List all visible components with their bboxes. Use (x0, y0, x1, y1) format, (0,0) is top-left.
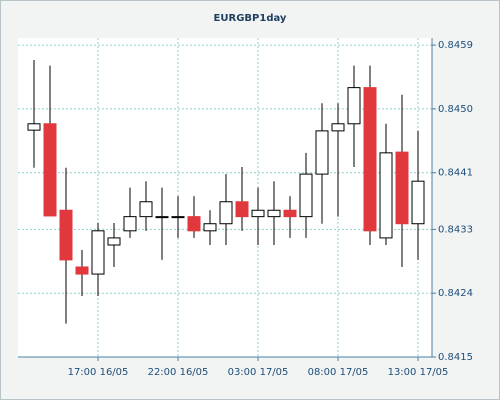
candle-body (203, 223, 217, 232)
candle-body (139, 201, 153, 218)
candle-body (283, 209, 297, 218)
candle-body (91, 230, 105, 275)
candle-body (347, 87, 361, 125)
candle-body (315, 130, 329, 175)
candle-body (299, 173, 313, 218)
candle-body (267, 209, 281, 218)
y-tick-label: 0.8415 (438, 352, 473, 363)
candle-body (75, 266, 89, 275)
x-tick-label: 03:00 17/05 (228, 367, 289, 378)
x-tick-label: 13:00 17/05 (388, 367, 449, 378)
candle-body (59, 209, 73, 261)
candle-body (363, 87, 377, 232)
candle-body (27, 123, 41, 131)
candle-body (107, 237, 121, 246)
candle-body (219, 201, 233, 225)
y-tick-label: 0.8450 (438, 104, 473, 115)
y-tick-label: 0.8441 (438, 168, 473, 179)
candle-body (171, 216, 185, 219)
candle-body (123, 216, 137, 232)
plot-area (18, 38, 432, 357)
candle-body (43, 123, 57, 217)
candle-body (235, 201, 249, 218)
candle-body (395, 151, 409, 225)
candle-body (155, 216, 169, 219)
y-tick-label: 0.8459 (438, 40, 473, 51)
candle-body (187, 216, 201, 232)
x-tick-label: 08:00 17/05 (308, 367, 369, 378)
x-tick-label: 17:00 16/05 (68, 367, 129, 378)
candle-body (379, 152, 393, 239)
y-tick-label: 0.8433 (438, 224, 473, 235)
chart-title: EURGBP1day (214, 13, 287, 24)
x-tick-label: 22:00 16/05 (148, 367, 209, 378)
candle-body (331, 123, 345, 132)
y-tick-label: 0.8424 (438, 288, 473, 299)
candle-body (251, 209, 265, 218)
candle-body (411, 180, 425, 225)
